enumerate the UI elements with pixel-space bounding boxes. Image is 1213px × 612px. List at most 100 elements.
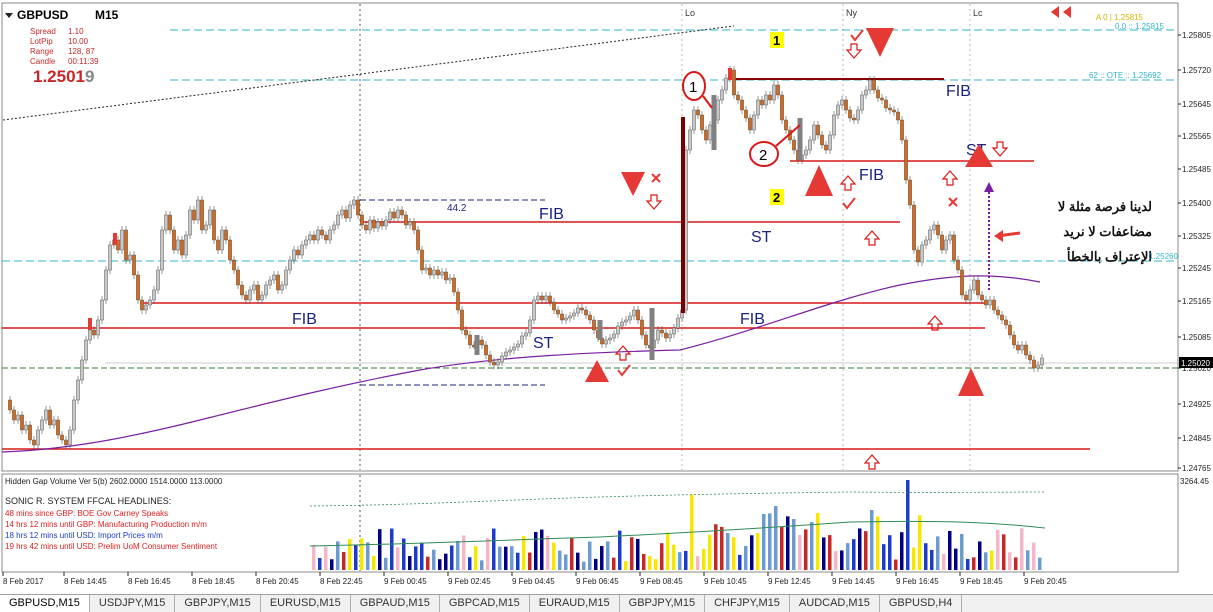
- tab-usdjpy-m15[interactable]: USDJPY,M15: [90, 595, 176, 612]
- fib-label-lower: FIB: [740, 311, 765, 328]
- volume-bar: [948, 530, 952, 570]
- candle: [164, 214, 168, 231]
- candle: [72, 399, 76, 431]
- volume-bar: [756, 532, 760, 570]
- tab-gbpcad-m15[interactable]: GBPCAD,M15: [440, 595, 530, 612]
- volume-bar: [666, 532, 670, 570]
- volume-bar: [522, 535, 526, 570]
- dropdown-icon[interactable]: [5, 13, 13, 18]
- time-tick: 8 Feb 18:45: [192, 577, 235, 586]
- volume-bar: [846, 543, 850, 570]
- candle: [80, 359, 84, 381]
- volume-bar: [582, 561, 586, 570]
- candle: [356, 199, 360, 216]
- tab-gbpusd-m15[interactable]: GBPUSD,M15: [0, 595, 90, 612]
- tab-gbpjpy-m15[interactable]: GBPJPY,M15: [175, 595, 261, 612]
- circle-label-1: 1: [689, 79, 697, 96]
- candle: [944, 239, 948, 251]
- volume-bar: [612, 557, 616, 570]
- tab-euraud-m15[interactable]: EURAUD,M15: [530, 595, 620, 612]
- price-tick: 1.25085: [1182, 333, 1211, 342]
- candle: [364, 224, 368, 231]
- volume-bar: [726, 532, 730, 570]
- volume-bar: [600, 546, 604, 570]
- candle: [972, 279, 976, 291]
- candle: [400, 209, 404, 216]
- candle: [516, 343, 520, 348]
- candle: [484, 344, 488, 356]
- candle: [440, 271, 444, 276]
- candle: [344, 209, 348, 219]
- price-tick: 1.25020: [1182, 364, 1211, 373]
- candle: [560, 313, 564, 321]
- volume-bar: [654, 559, 658, 570]
- time-tick: 9 Feb 10:45: [704, 577, 747, 586]
- tab-eurusd-m15[interactable]: EURUSD,M15: [261, 595, 351, 612]
- candle: [448, 277, 452, 281]
- triangle-up-icon: [958, 368, 984, 396]
- price-chart[interactable]: Lo Ny Lc 44.2 FIB FIB FIB FIB FIB ST ST …: [0, 0, 1213, 594]
- volume-bar: [378, 529, 382, 570]
- candle: [632, 309, 636, 317]
- candle: [276, 274, 280, 291]
- candle: [260, 294, 264, 301]
- candle: [108, 244, 112, 271]
- price-tick: 1.25400: [1182, 199, 1211, 208]
- candle: [1016, 344, 1020, 351]
- circle-label-2: 2: [759, 147, 767, 164]
- volume-bar: [1032, 542, 1036, 570]
- candle: [624, 319, 628, 323]
- tab-gbpusd-h4[interactable]: GBPUSD,H4: [880, 595, 963, 612]
- volume-bar: [822, 537, 826, 570]
- fib-top-label: A 0 | 1.25815: [1096, 13, 1144, 22]
- tab-gbpaud-m15[interactable]: GBPAUD,M15: [351, 595, 440, 612]
- volume-bar: [606, 541, 610, 570]
- candle: [572, 312, 576, 317]
- candle: [184, 234, 188, 256]
- candle: [308, 234, 312, 241]
- candle: [912, 204, 916, 251]
- candle: [480, 339, 484, 346]
- candle: [808, 139, 812, 151]
- tab-chfjpy-m15[interactable]: CHFJPY,M15: [705, 595, 790, 612]
- candle: [136, 274, 140, 301]
- price-tick: 1.25485: [1182, 165, 1211, 174]
- candle: [936, 224, 940, 236]
- time-tick: 8 Feb 14:45: [64, 577, 107, 586]
- candle: [568, 315, 572, 319]
- candle: [564, 317, 568, 321]
- label-1: 1: [773, 33, 780, 48]
- candle: [792, 139, 796, 151]
- volume-bar: [546, 535, 550, 570]
- candle: [372, 219, 376, 229]
- arrow-down-icon: [845, 43, 863, 59]
- candle: [976, 279, 980, 296]
- candle: [244, 294, 248, 301]
- candle: [412, 221, 416, 231]
- arrow-up-icon: [614, 345, 632, 361]
- volume-bar: [426, 556, 430, 570]
- tab-audcad-m15[interactable]: AUDCAD,M15: [790, 595, 880, 612]
- candle: [28, 424, 32, 441]
- candle: [980, 294, 984, 301]
- candle: [576, 307, 580, 314]
- volume-bar: [1020, 528, 1024, 570]
- candle: [756, 99, 760, 116]
- volume-bar: [474, 546, 478, 570]
- candle: [636, 309, 640, 321]
- volume-bar: [930, 549, 934, 570]
- volume-bar: [804, 529, 808, 570]
- candle: [52, 419, 56, 426]
- volume-bar: [528, 552, 532, 570]
- volume-bar: [984, 552, 988, 570]
- arrow-left-icon[interactable]: [1051, 6, 1059, 18]
- arrow-left-icon[interactable]: [1063, 6, 1071, 18]
- candle: [296, 249, 300, 256]
- candle: [660, 329, 664, 334]
- candle: [904, 139, 908, 181]
- tab-gbpjpy-m15[interactable]: GBPJPY,M15: [620, 595, 706, 612]
- volume-bar: [924, 543, 928, 570]
- lotpip-value: 10.00: [68, 37, 89, 46]
- time-tick: 9 Feb 12:45: [768, 577, 811, 586]
